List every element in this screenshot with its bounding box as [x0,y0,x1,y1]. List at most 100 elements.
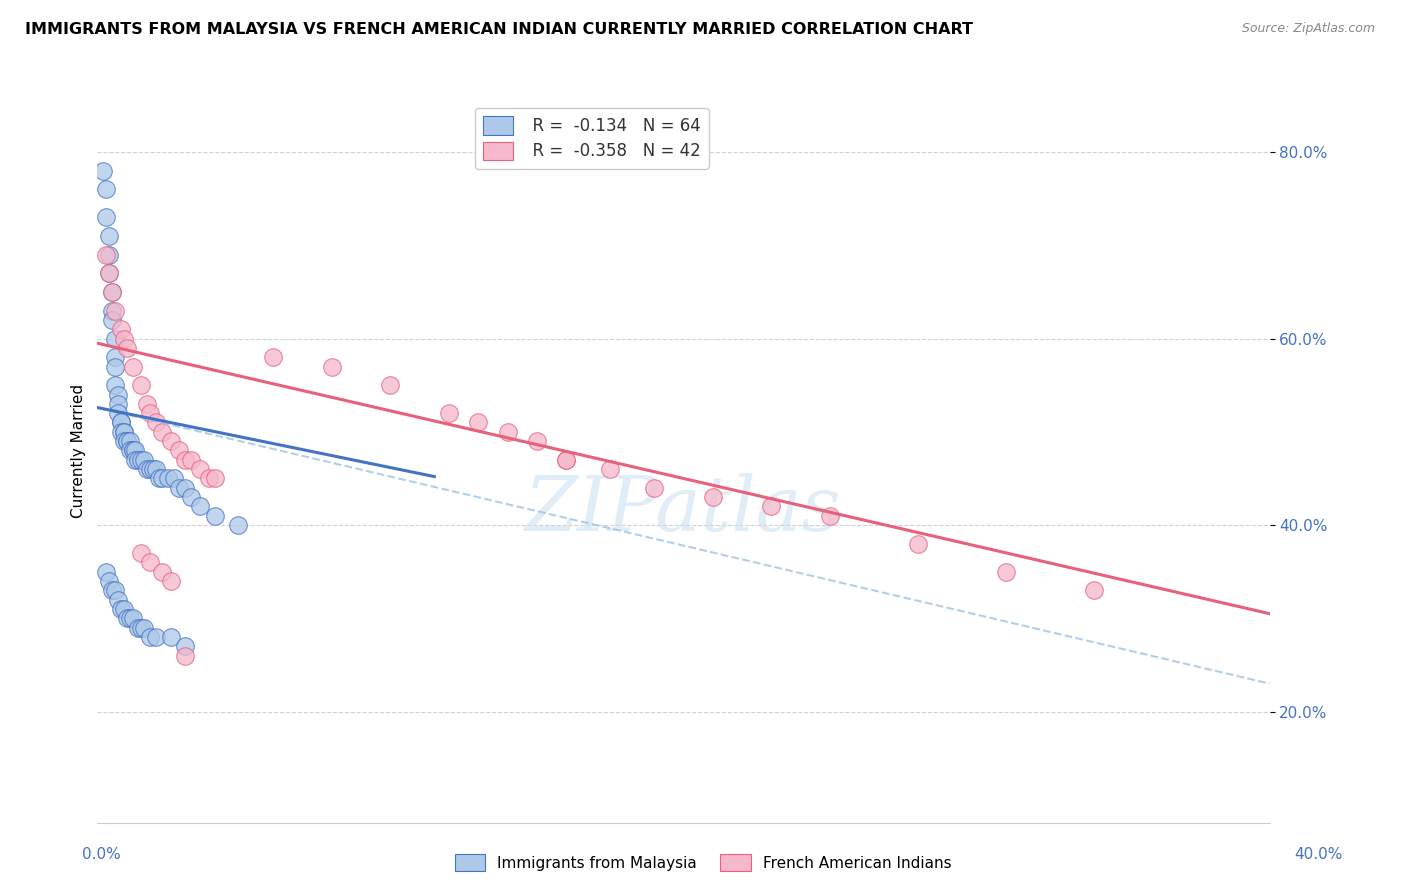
Point [98,266,121,280]
Point [142,462,165,476]
Point [150,565,173,579]
Point [702,490,724,504]
Text: 40.0%: 40.0% [1295,847,1343,862]
Point [134,452,156,467]
Point [115,434,138,449]
Point [139,406,162,420]
Point [180,490,202,504]
Point [131,452,153,467]
Point [145,416,167,430]
Point [226,518,249,533]
Text: Source: ZipAtlas.com: Source: ZipAtlas.com [1241,22,1375,36]
Point [188,462,211,476]
Point [127,452,149,467]
Point [131,378,153,392]
Point [104,303,127,318]
Point [467,416,489,430]
Legend:   R =  -0.134   N = 64,   R =  -0.358   N = 42: R = -0.134 N = 64, R = -0.358 N = 42 [475,108,709,169]
Point [110,322,132,336]
Point [98,574,121,588]
Point [1083,583,1105,598]
Point [994,565,1017,579]
Point [180,452,202,467]
Point [262,350,284,364]
Point [437,406,460,420]
Point [496,425,519,439]
Point [112,425,135,439]
Point [115,611,138,625]
Point [118,443,141,458]
Point [124,452,146,467]
Point [599,462,621,476]
Point [188,500,211,514]
Point [101,285,124,299]
Point [136,462,159,476]
Point [101,313,124,327]
Point [94,565,117,579]
Point [159,574,181,588]
Point [162,471,184,485]
Point [204,471,226,485]
Point [174,452,197,467]
Point [104,583,127,598]
Point [174,640,197,654]
Y-axis label: Currently Married: Currently Married [72,384,86,517]
Legend: Immigrants from Malaysia, French American Indians: Immigrants from Malaysia, French America… [449,848,957,877]
Point [127,621,149,635]
Point [94,211,117,225]
Point [321,359,343,374]
Point [104,332,127,346]
Point [643,481,665,495]
Point [121,611,143,625]
Point [107,397,129,411]
Point [91,163,114,178]
Text: IMMIGRANTS FROM MALAYSIA VS FRENCH AMERICAN INDIAN CURRENTLY MARRIED CORRELATION: IMMIGRANTS FROM MALAYSIA VS FRENCH AMERI… [25,22,973,37]
Point [131,546,153,560]
Point [197,471,219,485]
Point [98,247,121,261]
Point [526,434,548,449]
Point [110,425,132,439]
Point [98,229,121,244]
Point [818,508,841,523]
Point [761,500,783,514]
Point [104,359,127,374]
Point [380,378,402,392]
Point [174,648,197,663]
Point [159,434,181,449]
Point [101,303,124,318]
Point [169,443,191,458]
Point [139,630,162,644]
Point [907,537,929,551]
Point [145,462,167,476]
Point [104,378,127,392]
Point [94,247,117,261]
Point [124,443,146,458]
Point [101,285,124,299]
Point [131,621,153,635]
Point [169,481,191,495]
Point [555,452,578,467]
Point [115,434,138,449]
Point [150,425,173,439]
Point [112,602,135,616]
Point [159,630,181,644]
Point [121,359,143,374]
Point [104,350,127,364]
Point [112,434,135,449]
Point [118,611,141,625]
Point [555,452,578,467]
Point [174,481,197,495]
Point [110,416,132,430]
Text: 0.0%: 0.0% [82,847,121,862]
Point [148,471,170,485]
Point [204,508,226,523]
Point [139,555,162,569]
Point [107,406,129,420]
Point [145,630,167,644]
Point [121,443,143,458]
Point [94,182,117,196]
Point [118,434,141,449]
Point [112,425,135,439]
Point [136,397,159,411]
